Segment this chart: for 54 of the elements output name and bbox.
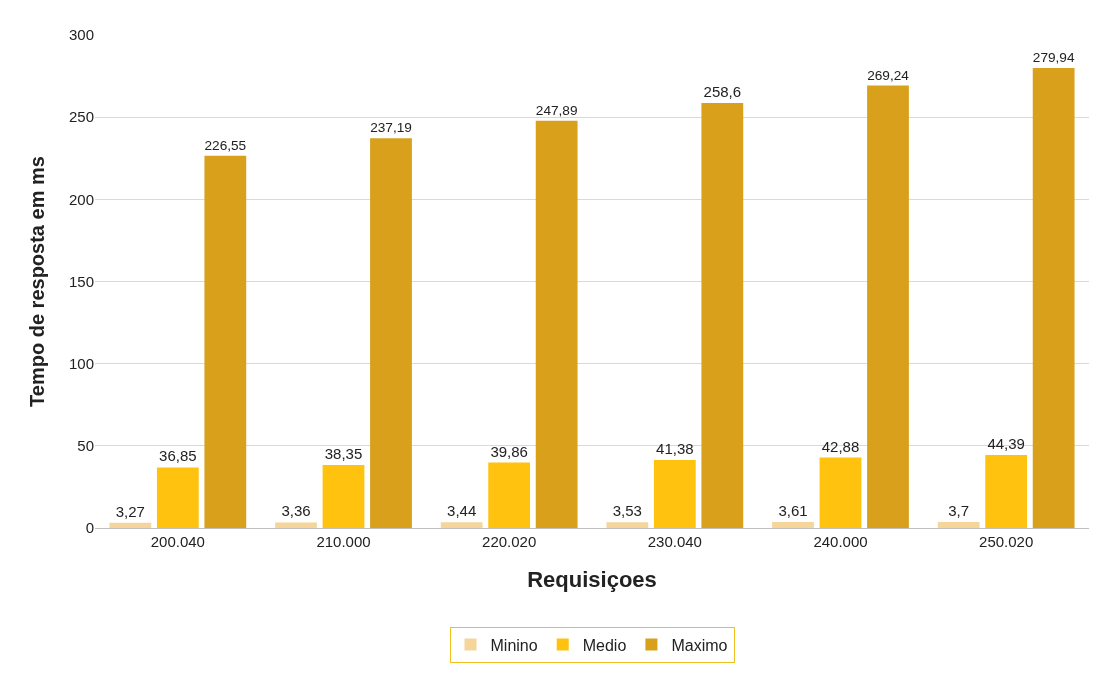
x-axis-title: Requisiçoes xyxy=(527,566,657,592)
data-label: 44,39 xyxy=(987,435,1025,453)
data-label: 36,85 xyxy=(159,447,197,465)
bar xyxy=(370,138,412,528)
data-label: 269,24 xyxy=(867,67,910,83)
data-label: 3,61 xyxy=(778,502,808,520)
x-tick-label: 200.040 xyxy=(150,533,205,550)
x-tick-label: 240.000 xyxy=(813,533,868,550)
y-tick-label: 50 xyxy=(77,437,94,455)
data-label: 279,94 xyxy=(1032,50,1075,66)
y-tick-label: 150 xyxy=(68,272,94,290)
x-tick-label: 250.020 xyxy=(979,533,1034,550)
y-axis-title: Tempo de resposta em ms xyxy=(26,156,49,407)
bar xyxy=(772,522,814,528)
bar xyxy=(322,464,365,528)
data-label: 3,7 xyxy=(948,501,970,519)
bar xyxy=(701,103,744,528)
legend-label: Minino xyxy=(490,636,538,654)
data-label: 258,6 xyxy=(703,83,742,101)
y-tick-label: 200 xyxy=(68,190,94,208)
bar xyxy=(937,521,980,528)
legend-label: Medio xyxy=(582,636,627,654)
data-label: 3,53 xyxy=(612,502,642,520)
bar xyxy=(653,460,696,528)
bar xyxy=(440,522,483,528)
data-label: 237,19 xyxy=(370,120,412,136)
bar xyxy=(109,522,152,528)
x-tick-label: 230.040 xyxy=(647,533,702,550)
bar xyxy=(819,457,862,528)
x-tick-label: 220.020 xyxy=(482,533,537,550)
data-label: 42,88 xyxy=(821,437,860,455)
bar xyxy=(275,522,317,528)
bar xyxy=(985,455,1028,528)
y-tick-label: 100 xyxy=(68,354,94,372)
data-label: 3,44 xyxy=(447,502,477,520)
x-tick-label: 210.000 xyxy=(316,533,371,550)
bar xyxy=(204,155,247,528)
data-label: 3,36 xyxy=(281,502,311,520)
bar xyxy=(606,522,649,528)
data-label: 41,38 xyxy=(656,440,694,457)
y-tick-label: 0 xyxy=(85,519,94,537)
data-label: 247,89 xyxy=(535,102,578,118)
data-label: 3,27 xyxy=(115,502,145,520)
data-label: 38,35 xyxy=(324,444,363,462)
y-tick-label: 250 xyxy=(68,108,94,126)
data-label: 226,55 xyxy=(204,137,247,153)
y-tick-label: 300 xyxy=(68,26,94,44)
bar xyxy=(535,120,578,528)
legend-label: Maximo xyxy=(671,636,728,654)
data-label: 39,86 xyxy=(490,442,528,460)
bar xyxy=(867,85,909,528)
bar xyxy=(156,467,199,528)
bar xyxy=(488,462,531,528)
bar xyxy=(1032,67,1075,528)
